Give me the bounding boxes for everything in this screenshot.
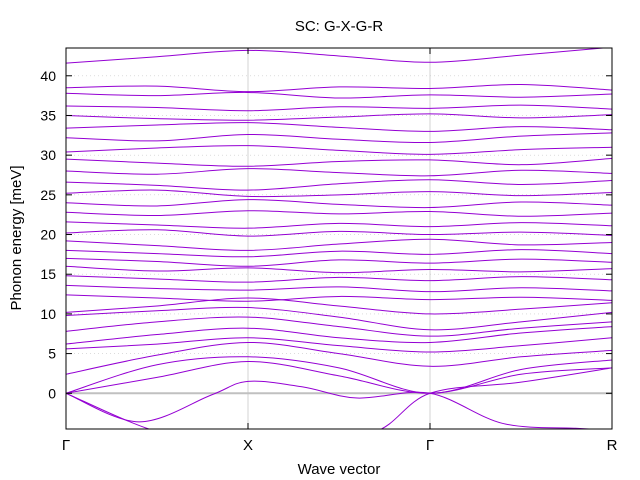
y-tick-label: 35 bbox=[40, 107, 56, 123]
band-line-17 bbox=[66, 238, 612, 251]
band-line-4 bbox=[66, 104, 612, 112]
band-line-8 bbox=[66, 145, 612, 155]
y-axis-label: Phonon energy [meV] bbox=[8, 165, 25, 310]
x-tick-label: X bbox=[243, 437, 253, 454]
band-line-11 bbox=[66, 179, 612, 191]
band-line-33 bbox=[66, 367, 612, 429]
band-line-7 bbox=[66, 132, 612, 144]
x-axis-label: Wave vector bbox=[298, 461, 381, 478]
y-tick-label: 20 bbox=[40, 227, 56, 243]
band-line-23 bbox=[66, 294, 612, 302]
plot-frame bbox=[65, 47, 613, 430]
band-line-6 bbox=[66, 122, 612, 132]
x-tick-label: Γ bbox=[426, 437, 434, 454]
band-line-12 bbox=[66, 189, 612, 198]
band-line-9 bbox=[66, 157, 612, 167]
y-tick-label: 0 bbox=[48, 385, 56, 401]
band-line-29 bbox=[66, 341, 612, 375]
y-tick-label: 5 bbox=[48, 346, 56, 362]
band-line-28 bbox=[66, 337, 612, 353]
x-tick-label: R bbox=[607, 437, 618, 454]
dispersion-curves bbox=[66, 48, 612, 429]
band-line-31 bbox=[66, 361, 612, 394]
y-tick-label: 30 bbox=[40, 147, 56, 163]
band-line-19 bbox=[66, 257, 612, 267]
band-line-3 bbox=[66, 91, 612, 99]
band-line-18 bbox=[66, 249, 612, 258]
x-tick-label: Γ bbox=[62, 437, 70, 454]
band-line-27 bbox=[66, 326, 612, 345]
band-line-22 bbox=[66, 284, 612, 293]
band-line-16 bbox=[66, 229, 612, 237]
band-line-10 bbox=[66, 168, 612, 177]
band-line-5 bbox=[66, 113, 612, 121]
band-line-26 bbox=[66, 316, 612, 337]
y-tick-label: 25 bbox=[40, 187, 56, 203]
y-tick-label: 10 bbox=[40, 306, 56, 322]
chart-title: SC: G-X-G-R bbox=[295, 18, 383, 35]
band-line-14 bbox=[66, 210, 612, 217]
y-tick-label: 40 bbox=[40, 68, 56, 84]
band-line-15 bbox=[66, 221, 612, 229]
band-line-20 bbox=[66, 265, 612, 274]
band-line-21 bbox=[66, 275, 612, 283]
band-line-30 bbox=[66, 356, 612, 394]
band-line-32 bbox=[66, 380, 604, 429]
band-line-1 bbox=[66, 48, 609, 64]
band-line-25 bbox=[66, 306, 612, 331]
band-line-13 bbox=[66, 199, 612, 209]
y-axis-ticks: 0 5 10 15 20 25 30 35 40 bbox=[40, 68, 612, 401]
band-line-2 bbox=[66, 84, 612, 93]
y-tick-label: 15 bbox=[40, 266, 56, 282]
band-line-24 bbox=[66, 297, 612, 315]
